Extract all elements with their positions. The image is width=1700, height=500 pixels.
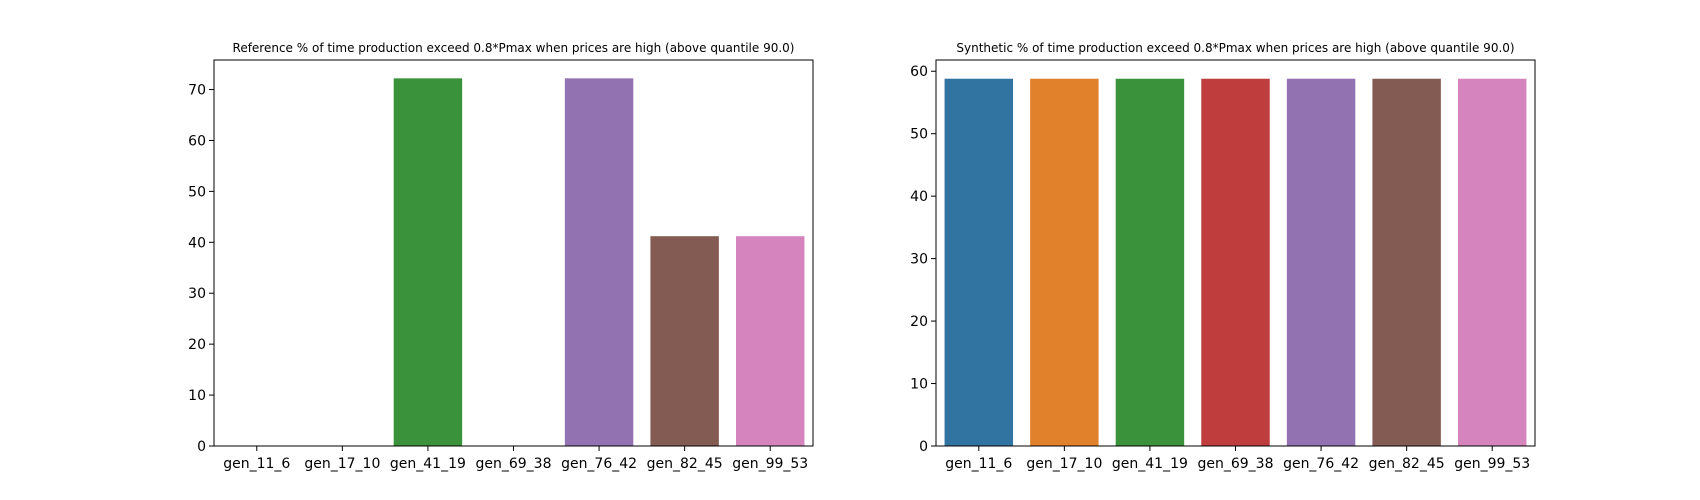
- x-tick-label-reference: gen_99_53: [732, 456, 808, 472]
- bar-synthetic-gen_99_53: [1457, 78, 1527, 447]
- y-tick-label-synthetic: 0: [919, 439, 928, 455]
- x-tick-label-reference: gen_17_10: [304, 456, 380, 472]
- y-tick-label-synthetic: 30: [910, 252, 928, 268]
- x-tick-label-reference: gen_11_6: [223, 456, 290, 472]
- y-tick-label-reference: 30: [188, 286, 206, 302]
- y-tick-label-reference: 0: [197, 439, 206, 455]
- x-tick-label-synthetic: gen_41_19: [1112, 456, 1188, 472]
- x-tick-label-reference: gen_82_45: [647, 456, 723, 472]
- chart-reference: Reference % of time production exceed 0.…: [188, 41, 814, 472]
- bar-reference-gen_76_42: [564, 78, 634, 446]
- x-tick-label-synthetic: gen_11_6: [945, 456, 1012, 472]
- bar-reference-gen_41_19: [393, 78, 463, 446]
- chart-synthetic: Synthetic % of time production exceed 0.…: [910, 41, 1536, 472]
- x-tick-label-synthetic: gen_69_38: [1197, 456, 1273, 472]
- x-tick-label-reference: gen_69_38: [475, 456, 551, 472]
- x-tick-label-synthetic: gen_17_10: [1026, 456, 1102, 472]
- x-tick-label-synthetic: gen_82_45: [1369, 456, 1445, 472]
- bar-reference-gen_82_45: [650, 236, 719, 446]
- x-tick-label-reference: gen_76_42: [561, 456, 637, 472]
- bar-synthetic-gen_11_6: [944, 78, 1014, 447]
- y-tick-label-synthetic: 10: [910, 377, 928, 393]
- x-tick-label-synthetic: gen_76_42: [1283, 456, 1359, 472]
- y-tick-label-synthetic: 50: [910, 127, 928, 143]
- y-tick-label-reference: 10: [188, 388, 206, 404]
- y-tick-label-synthetic: 40: [910, 189, 928, 205]
- y-tick-label-synthetic: 60: [910, 64, 928, 80]
- x-tick-label-synthetic: gen_99_53: [1454, 456, 1530, 472]
- y-tick-label-reference: 20: [188, 337, 206, 353]
- y-tick-label-reference: 60: [188, 133, 206, 149]
- y-tick-label-synthetic: 20: [910, 314, 928, 330]
- bar-reference-gen_99_53: [735, 236, 805, 446]
- x-tick-label-reference: gen_41_19: [390, 456, 466, 472]
- bar-synthetic-gen_82_45: [1372, 78, 1441, 447]
- bar-synthetic-gen_69_38: [1201, 78, 1270, 447]
- y-tick-label-reference: 50: [188, 184, 206, 200]
- chart-title-reference: Reference % of time production exceed 0.…: [233, 41, 795, 55]
- y-tick-label-reference: 70: [188, 83, 206, 99]
- plot-frame-reference: [213, 59, 814, 447]
- chart-title-synthetic: Synthetic % of time production exceed 0.…: [956, 41, 1514, 55]
- bar-synthetic-gen_76_42: [1286, 78, 1356, 447]
- bar-synthetic-gen_17_10: [1030, 78, 1099, 447]
- y-tick-label-reference: 40: [188, 235, 206, 251]
- bar-synthetic-gen_41_19: [1115, 78, 1185, 447]
